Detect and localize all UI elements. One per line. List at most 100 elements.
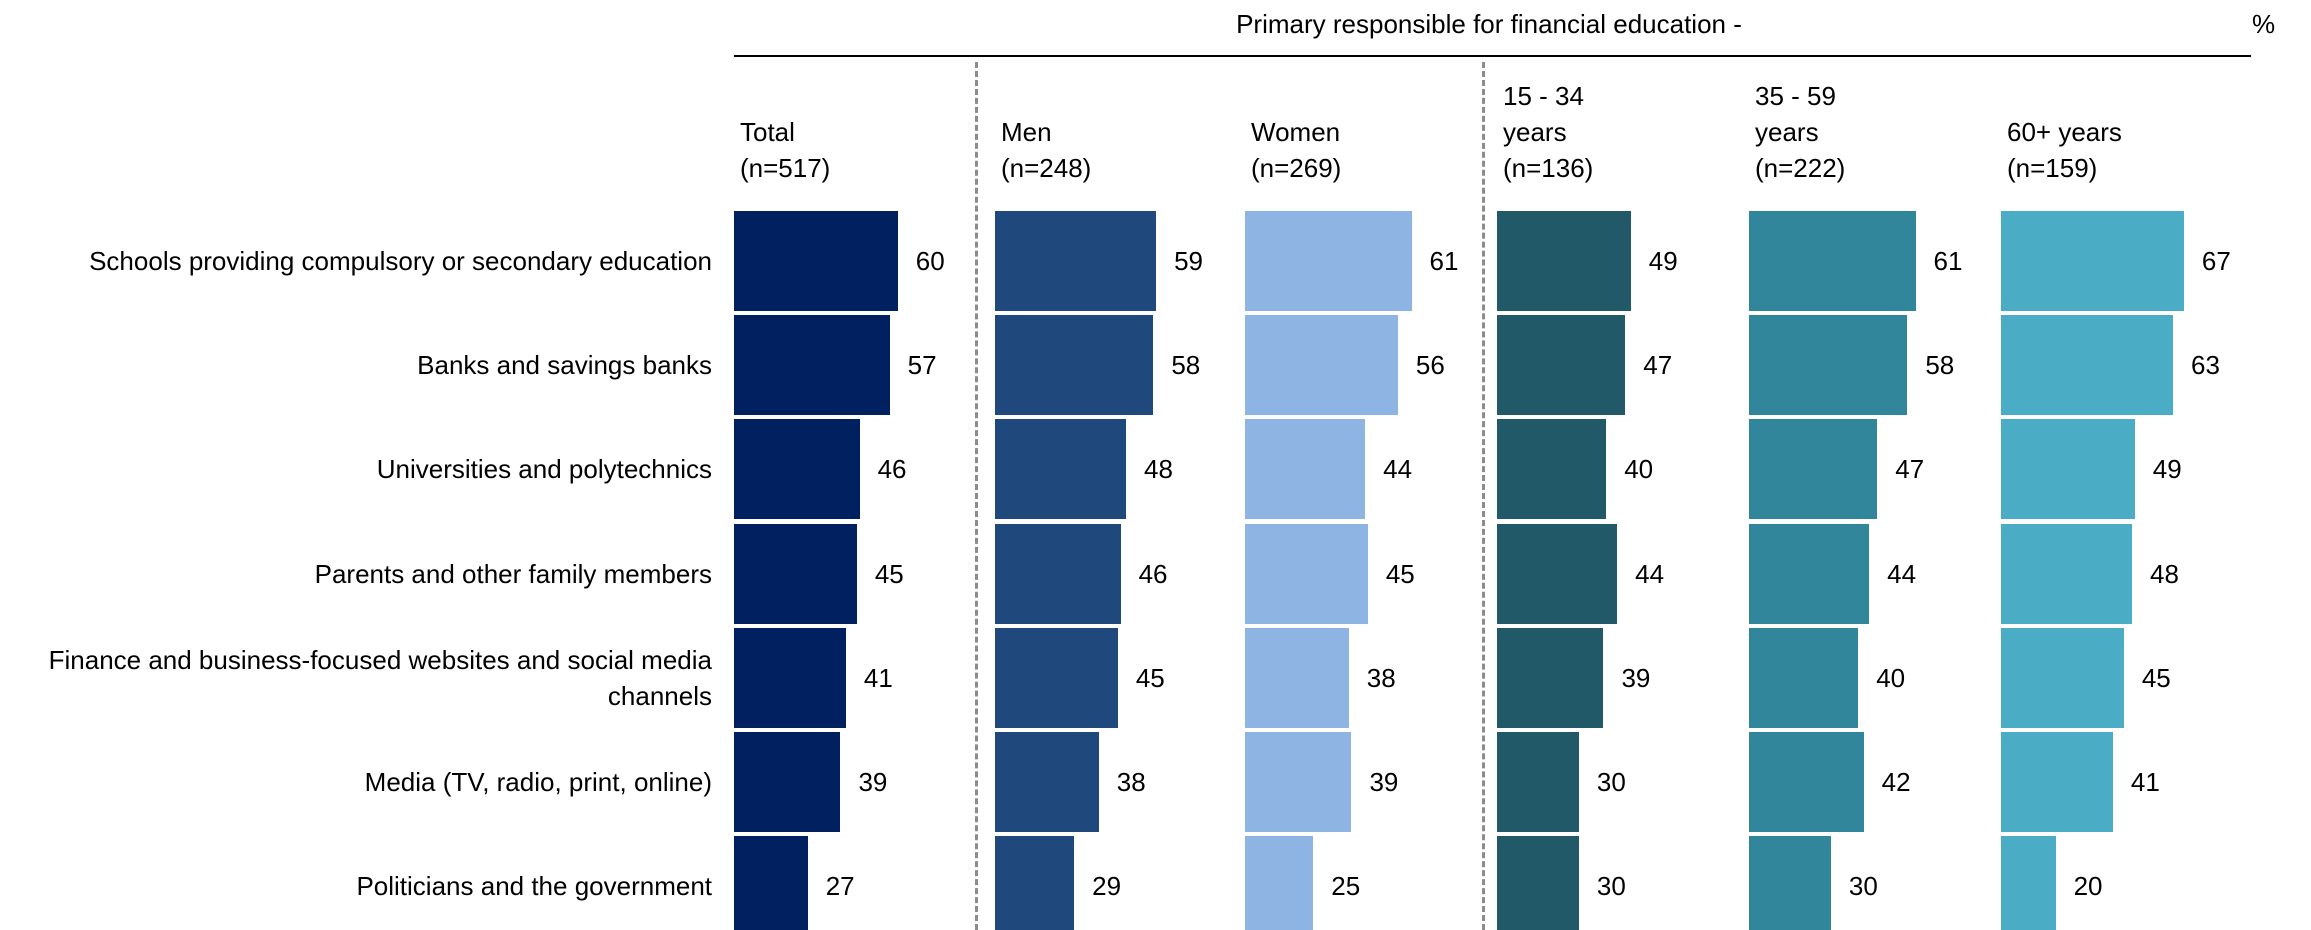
bar (1245, 836, 1314, 930)
bar (2001, 315, 2173, 416)
bar (1749, 836, 1831, 930)
bar (1497, 315, 1626, 416)
value-label: 58 (1925, 350, 1955, 381)
series-header: 15 - 34 years (n=136) (1503, 60, 1643, 186)
value-label: 39 (1621, 662, 1651, 693)
value-label: 25 (1331, 871, 1361, 902)
legend-label: (n=159) (2007, 153, 2098, 183)
value-label: 49 (1648, 246, 1678, 276)
series-header: 35 - 59 years (n=222) (1755, 60, 1895, 186)
value-label: 45 (2141, 662, 2171, 693)
legend-label: (n=248) (1001, 153, 1092, 183)
category-label: Banks and savings banks (417, 350, 712, 381)
value-label: 57 (907, 350, 937, 381)
legend-label: (n=222) (1755, 153, 1846, 183)
legend-label: Total (740, 117, 795, 147)
bar (995, 523, 1121, 624)
series-header: Men (n=248) (1001, 60, 1141, 186)
bar (734, 836, 808, 930)
bar (1497, 836, 1579, 930)
value-label: 41 (2130, 767, 2160, 797)
bar (1497, 419, 1607, 520)
legend-label: (n=136) (1503, 153, 1594, 183)
header-rule (734, 55, 2251, 57)
bar (995, 836, 1075, 930)
bar (2001, 836, 2056, 930)
value-label: 47 (1643, 350, 1673, 381)
value-label: 56 (1415, 350, 1445, 381)
bar (1497, 627, 1604, 728)
value-label: 47 (1895, 454, 1925, 485)
value-label: 44 (1887, 558, 1917, 589)
legend-label: Men (1001, 117, 1052, 147)
series-header: Women (n=269) (1251, 60, 1391, 186)
category-label: Parents and other family members (314, 558, 712, 589)
value-label: 39 (1369, 767, 1399, 797)
category-label: Finance and business-focused websites an… (48, 644, 712, 711)
value-label: 41 (863, 662, 893, 693)
bar (734, 732, 841, 832)
bar (1245, 523, 1368, 624)
bar (734, 419, 860, 520)
value-label: 39 (858, 767, 888, 797)
bar (734, 627, 846, 728)
bar (1749, 315, 1908, 416)
value-label: 59 (1174, 246, 1203, 276)
legend-label: 15 - 34 years (1503, 81, 1584, 147)
bar (1245, 627, 1349, 728)
value-label: 30 (1596, 767, 1626, 797)
value-label: 61 (1429, 246, 1459, 276)
bar (1245, 419, 1366, 520)
bar (1497, 523, 1618, 624)
bar (1749, 732, 1864, 832)
category-label: Universities and polytechnics (376, 454, 712, 485)
bar (1245, 315, 1398, 416)
bar (2001, 211, 2184, 311)
series-header: 60+ years (n=159) (2007, 60, 2147, 186)
value-label: 49 (2152, 454, 2182, 485)
value-label: 58 (1171, 350, 1201, 381)
bar (2001, 627, 2124, 728)
legend-label: 60+ years (2007, 117, 2122, 147)
bar (1245, 732, 1352, 832)
value-label: 45 (1135, 662, 1165, 693)
legend-label: Women (1251, 117, 1341, 147)
value-label: 46 (1138, 558, 1168, 589)
bar (995, 627, 1118, 728)
value-label: 20 (2073, 871, 2103, 902)
value-label: 67 (2201, 246, 2231, 276)
value-label: 46 (877, 454, 907, 485)
legend-label: (n=517) (740, 153, 831, 183)
bar (995, 419, 1127, 520)
value-label: 42 (1881, 767, 1911, 797)
legend-label: (n=269) (1251, 153, 1342, 183)
category-label: Schools providing compulsory or secondar… (89, 246, 712, 276)
category-label: Politicians and the government (356, 871, 712, 902)
value-label: 63 (2190, 350, 2220, 381)
bar (734, 211, 898, 311)
bar (995, 211, 1157, 311)
value-label: 48 (1144, 454, 1173, 485)
value-label: 48 (2150, 558, 2179, 589)
bar (1749, 211, 1916, 311)
bar (1245, 211, 1412, 311)
value-label: 45 (874, 558, 904, 589)
value-label: 44 (1383, 454, 1413, 485)
bar (2001, 523, 2133, 624)
bar (734, 523, 857, 624)
value-label: 29 (1092, 871, 1122, 902)
bar (995, 732, 1099, 832)
value-label: 38 (1116, 767, 1146, 797)
value-label: 38 (1366, 662, 1396, 693)
legend-label: 35 - 59 years (1755, 81, 1836, 147)
bar (734, 315, 890, 416)
bar (1749, 627, 1859, 728)
chart-title: Primary responsible for financial educat… (1236, 9, 1742, 39)
bar (1497, 211, 1631, 311)
value-label: 44 (1635, 558, 1665, 589)
value-label: 61 (1933, 246, 1963, 276)
series-header: Total (n=517) (740, 60, 880, 186)
divider (1482, 62, 1485, 930)
unit-label: % (2252, 9, 2276, 39)
